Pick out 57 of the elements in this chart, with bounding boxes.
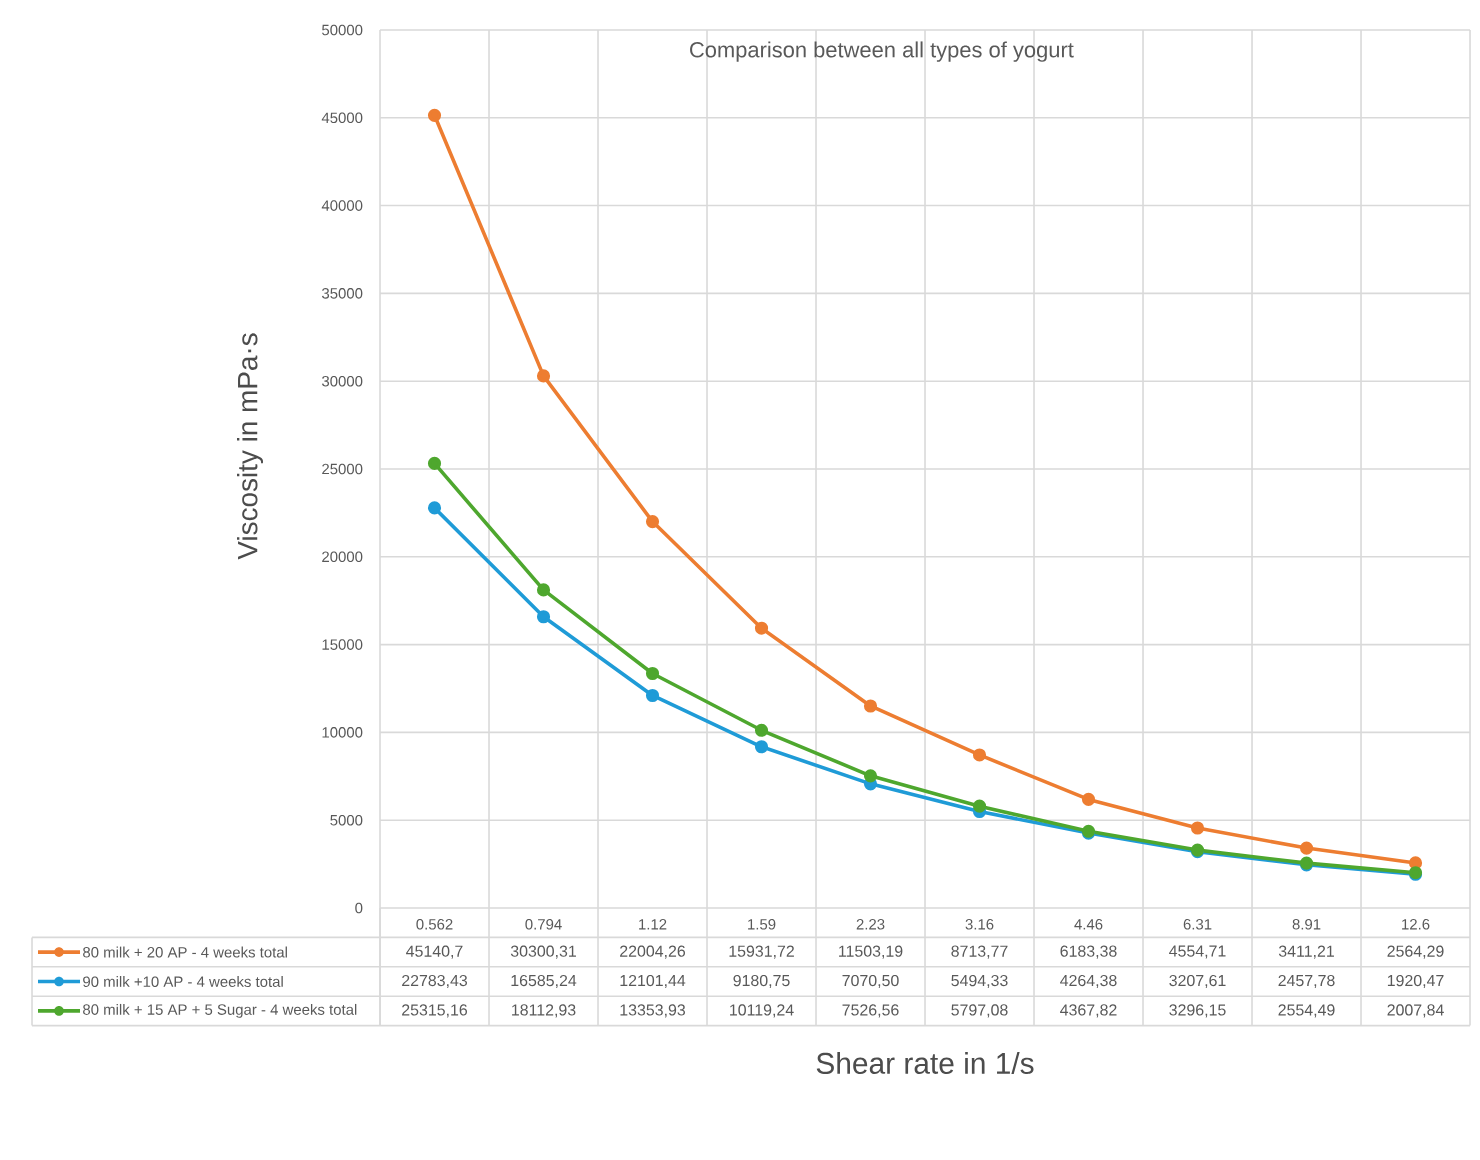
x-tick-label: 8.91 (1292, 919, 1321, 930)
x-tick-label: 1.59 (748, 919, 776, 930)
data-label: 2007,84 (1387, 1004, 1444, 1018)
data-label: 11503,19 (839, 945, 903, 959)
data-label: 45140,7 (406, 945, 463, 959)
x-tick-label: 6.31 (1183, 919, 1212, 930)
data-label: 16585,24 (511, 974, 577, 989)
y-tick-label: 50000 (322, 24, 363, 36)
legend-label: 80 milk + 15 AP + 5 Sugar - 4 weeks total (83, 1003, 357, 1018)
data-label: 25315,16 (402, 1004, 468, 1018)
y-tick-label: 40000 (321, 200, 363, 211)
data-label: 2457,78 (1278, 974, 1335, 989)
data-label: 9180,75 (733, 974, 790, 989)
legend-label: 80 milk + 20 AP - 4 weeks total (83, 946, 287, 958)
data-label: 2554,49 (1278, 1004, 1335, 1018)
y-tick-label: 15000 (322, 639, 363, 650)
y-tick-label: 5000 (330, 814, 363, 826)
data-label: 3296,15 (1169, 1004, 1226, 1018)
data-label: 6183,38 (1060, 945, 1117, 959)
legend-label: 90 milk +10 AP - 4 weeks total (83, 976, 283, 987)
data-label: 30300,31 (510, 945, 576, 959)
data-label: 5494,33 (951, 974, 1008, 989)
x-tick-label: 2.23 (856, 919, 885, 930)
y-tick-label: 0 (355, 902, 363, 914)
data-label: 2564,29 (1387, 945, 1444, 959)
data-label: 12101,44 (620, 974, 686, 989)
x-tick-label: 0.794 (525, 919, 562, 930)
data-label: 3411,21 (1278, 945, 1334, 959)
x-tick-label: 1.12 (639, 919, 667, 930)
data-label: 3207,61 (1169, 974, 1226, 989)
data-label: 18112,93 (512, 1004, 576, 1018)
data-label: 1920,47 (1387, 974, 1444, 989)
y-tick-label: 20000 (322, 551, 363, 563)
y-tick-label: 45000 (321, 112, 363, 124)
data-label: 22783,43 (402, 974, 468, 989)
data-label: 15931,72 (729, 945, 794, 959)
y-tick-label: 10000 (322, 727, 363, 738)
x-axis-title: Shear rate in 1/s (816, 1052, 1034, 1074)
y-tick-label: 30000 (321, 375, 363, 387)
data-label: 22004,26 (620, 945, 686, 959)
data-label: 13353,93 (620, 1004, 686, 1018)
data-label: 7526,56 (842, 1004, 899, 1018)
data-label: 10119,24 (730, 1004, 794, 1018)
chart-title: Comparison between all types of yogurt (690, 41, 1074, 62)
x-tick-label: 3.16 (965, 919, 994, 930)
x-tick-label: 0.562 (416, 919, 453, 930)
data-label: 5797,08 (951, 1004, 1008, 1018)
data-label: 4554,71 (1169, 945, 1226, 959)
y-tick-label: 35000 (321, 288, 363, 299)
y-axis-title: Viscosity in mPa·s (237, 333, 263, 560)
x-tick-label: 12.6 (1402, 919, 1430, 930)
data-label: 7070,50 (842, 974, 899, 989)
data-label: 8713,77 (951, 945, 1008, 959)
y-tick-label: 25000 (322, 463, 363, 475)
x-tick-label: 4.46 (1074, 919, 1103, 930)
data-label: 4367,82 (1060, 1004, 1117, 1018)
data-label: 4264,38 (1060, 974, 1117, 989)
